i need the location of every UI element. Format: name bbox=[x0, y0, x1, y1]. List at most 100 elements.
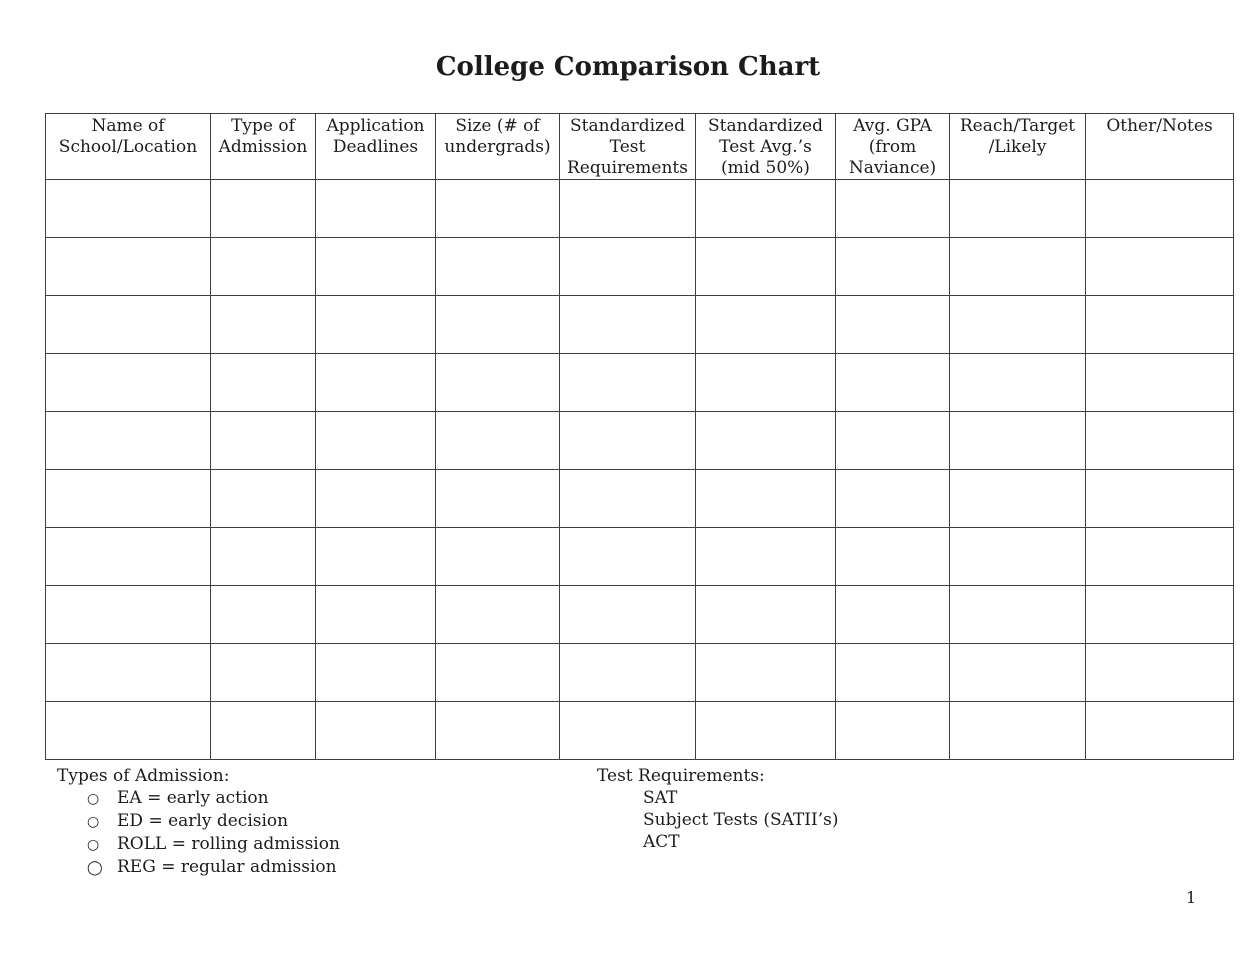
circle-bullet-icon: ○ bbox=[87, 814, 100, 830]
empty-cell bbox=[435, 643, 560, 702]
empty-cell bbox=[210, 237, 316, 296]
table-row bbox=[45, 469, 1234, 528]
empty-cell bbox=[210, 179, 316, 238]
empty-cell bbox=[315, 585, 436, 644]
list-item: ○ ROLL = rolling admission bbox=[57, 833, 340, 856]
empty-cell bbox=[949, 527, 1086, 586]
empty-cell bbox=[695, 353, 836, 412]
empty-cell bbox=[435, 527, 560, 586]
empty-cell bbox=[1085, 179, 1234, 238]
empty-cell bbox=[45, 295, 211, 354]
empty-cell bbox=[949, 411, 1086, 470]
empty-cell bbox=[695, 585, 836, 644]
empty-cell bbox=[210, 643, 316, 702]
list-item: SAT bbox=[643, 788, 678, 808]
list-item: Subject Tests (SATII’s) bbox=[643, 810, 839, 830]
empty-cell bbox=[435, 585, 560, 644]
column-header: Application Deadlines bbox=[315, 113, 436, 180]
empty-cell bbox=[45, 469, 211, 528]
page-number: 1 bbox=[1186, 888, 1197, 907]
document-title: College Comparison Chart bbox=[435, 52, 821, 82]
empty-cell bbox=[45, 585, 211, 644]
list-item: ◯ REG = regular admission bbox=[57, 856, 340, 879]
empty-cell bbox=[559, 179, 696, 238]
empty-cell bbox=[435, 237, 560, 296]
empty-cell bbox=[45, 411, 211, 470]
test-requirements-heading: Test Requirements: bbox=[597, 766, 765, 786]
empty-cell bbox=[210, 295, 316, 354]
column-header: Standardized Test Requirements bbox=[559, 113, 696, 180]
empty-cell bbox=[435, 411, 560, 470]
empty-cell bbox=[1085, 643, 1234, 702]
empty-cell bbox=[315, 237, 436, 296]
empty-cell bbox=[210, 585, 316, 644]
empty-cell bbox=[695, 237, 836, 296]
test-requirements-legend: Test Requirements: SAT Subject Tests (SAT… bbox=[597, 765, 838, 853]
empty-cell bbox=[695, 411, 836, 470]
column-header: Size (# of undergrads) bbox=[435, 113, 560, 180]
table-row bbox=[45, 585, 1234, 644]
table-row bbox=[45, 527, 1234, 586]
circle-bullet-icon: ◯ bbox=[87, 860, 103, 876]
empty-cell bbox=[835, 469, 950, 528]
empty-cell bbox=[559, 643, 696, 702]
test-requirements-list: SAT Subject Tests (SATII’s) ACT bbox=[597, 787, 838, 853]
empty-cell bbox=[835, 237, 950, 296]
empty-cell bbox=[315, 295, 436, 354]
empty-cell bbox=[949, 179, 1086, 238]
list-item: ACT bbox=[643, 832, 680, 852]
empty-cell bbox=[315, 411, 436, 470]
empty-cell bbox=[835, 585, 950, 644]
empty-cell bbox=[949, 701, 1086, 760]
empty-cell bbox=[835, 527, 950, 586]
empty-cell bbox=[435, 701, 560, 760]
empty-cell bbox=[315, 643, 436, 702]
empty-cell bbox=[435, 353, 560, 412]
empty-cell bbox=[315, 701, 436, 760]
empty-cell bbox=[835, 353, 950, 412]
empty-cell bbox=[835, 643, 950, 702]
empty-cell bbox=[210, 469, 316, 528]
empty-cell bbox=[949, 353, 1086, 412]
empty-cell bbox=[559, 237, 696, 296]
empty-cell bbox=[45, 353, 211, 412]
circle-bullet-icon: ○ bbox=[87, 837, 100, 853]
empty-cell bbox=[210, 411, 316, 470]
empty-cell bbox=[695, 643, 836, 702]
list-item-label: REG = regular admission bbox=[117, 857, 337, 877]
circle-bullet-icon: ○ bbox=[87, 791, 100, 807]
table-row bbox=[45, 643, 1234, 702]
admission-types-legend: Types of Admission: ○ EA = early action ○ E… bbox=[57, 765, 340, 879]
empty-cell bbox=[45, 643, 211, 702]
list-item: ○ ED = early decision bbox=[57, 810, 340, 833]
empty-cell bbox=[559, 469, 696, 528]
empty-cell bbox=[45, 237, 211, 296]
empty-cell bbox=[949, 643, 1086, 702]
empty-cell bbox=[949, 469, 1086, 528]
empty-cell bbox=[45, 527, 211, 586]
table-row bbox=[45, 295, 1234, 354]
empty-cell bbox=[210, 353, 316, 412]
column-header: Type of Admission bbox=[210, 113, 316, 180]
column-header: Name of School/Location bbox=[45, 113, 211, 180]
empty-cell bbox=[835, 295, 950, 354]
empty-cell bbox=[559, 701, 696, 760]
empty-cell bbox=[45, 701, 211, 760]
table-row bbox=[45, 701, 1234, 760]
empty-cell bbox=[1085, 411, 1234, 470]
empty-cell bbox=[315, 353, 436, 412]
empty-cell bbox=[559, 411, 696, 470]
list-item-label: ED = early decision bbox=[117, 811, 289, 831]
column-header: Other/Notes bbox=[1085, 113, 1234, 180]
empty-cell bbox=[1085, 237, 1234, 296]
empty-cell bbox=[835, 411, 950, 470]
list-item-label: EA = early action bbox=[117, 788, 269, 808]
empty-cell bbox=[835, 701, 950, 760]
empty-cell bbox=[1085, 701, 1234, 760]
empty-cell bbox=[1085, 585, 1234, 644]
table-row bbox=[45, 179, 1234, 238]
empty-cell bbox=[695, 701, 836, 760]
empty-cell bbox=[1085, 469, 1234, 528]
empty-cell bbox=[1085, 527, 1234, 586]
